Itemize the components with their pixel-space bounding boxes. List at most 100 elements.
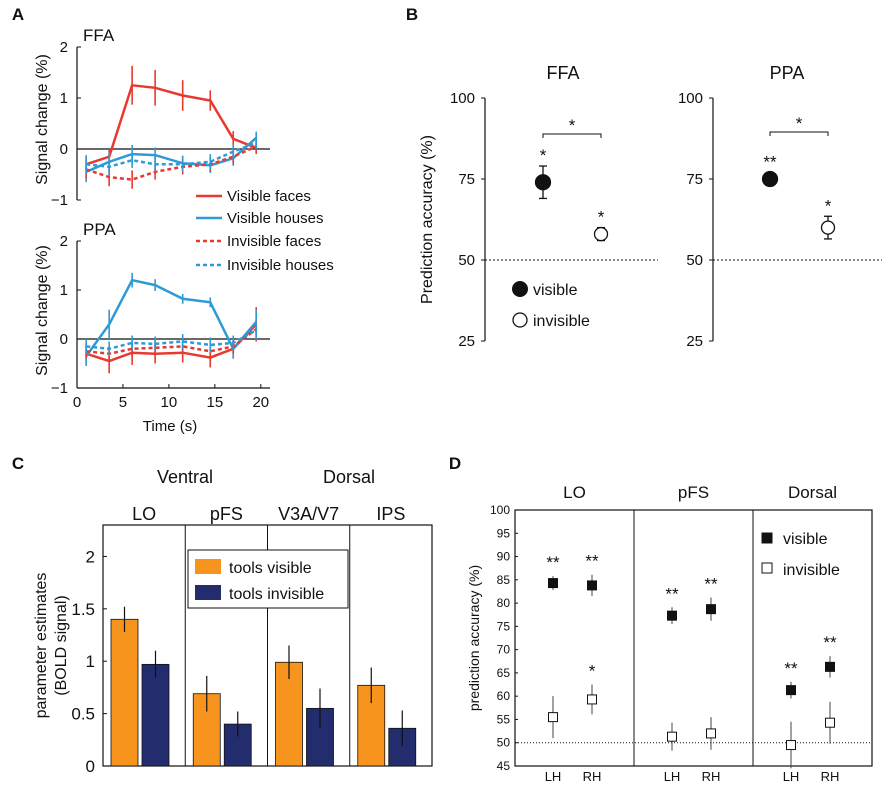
y-tick-label-b-ffa: 100 — [450, 90, 475, 107]
legend-marker-visible-b — [512, 281, 528, 297]
sig-label-b-ffa: * — [598, 208, 605, 227]
y-tick-label-d: 100 — [490, 503, 510, 517]
y-tick-label-d: 45 — [497, 759, 511, 773]
group-title-d-lo: LO — [563, 483, 586, 502]
y-tick-label-d: 90 — [497, 550, 511, 564]
subplot-title-b-ffa: FFA — [546, 63, 579, 83]
marker-visible-b-ppa — [761, 170, 779, 188]
series-line-a-ffa — [85, 83, 257, 166]
marker-invisible-d-dorsal — [825, 717, 835, 728]
y-tick-label-c: 0 — [86, 757, 95, 776]
legend-label-a: Visible faces — [227, 188, 311, 205]
y-tick-label-a-ppa: −1 — [51, 380, 68, 397]
x-tick-label-d-pfs: RH — [702, 769, 721, 784]
legend-label-d: visible — [783, 531, 828, 548]
marker-visible-d-lo — [548, 578, 558, 589]
y-axis-label-b: Prediction accuracy (%) — [419, 135, 436, 304]
legend-label-a: Visible houses — [227, 210, 323, 227]
panel-label-a: A — [12, 5, 24, 24]
y-axis-label-d: prediction accuracy (%) — [466, 565, 482, 711]
marker-visible-d-pfs — [706, 604, 716, 615]
subplot-title-a-ppa: PPA — [83, 220, 116, 239]
sig-label-d-lo: * — [589, 662, 596, 681]
legend-marker-visible-d — [761, 532, 773, 544]
x-tick-label-a: 10 — [161, 394, 178, 411]
legend-marker-invisible-b — [512, 312, 528, 328]
subplot-title-b-ppa: PPA — [770, 63, 805, 83]
y-tick-label-b-ffa: 50 — [458, 252, 475, 269]
y-tick-label-a-ffa: −1 — [51, 192, 68, 209]
sig-label-d-dorsal: ** — [784, 659, 798, 678]
bar-c — [110, 618, 139, 767]
comparison-sig-b-ffa: * — [569, 116, 576, 135]
y-tick-label-b-ffa: 75 — [458, 171, 475, 188]
sig-label-b-ffa: * — [540, 146, 547, 165]
comparison-bracket-b-ppa — [769, 131, 829, 136]
sig-label-d-pfs: ** — [704, 575, 718, 594]
y-tick-label-d: 65 — [497, 666, 511, 680]
marker-invisible-d-lo — [548, 712, 558, 723]
legend-label-a: Invisible houses — [227, 257, 334, 274]
sig-label-d-lo: ** — [546, 553, 560, 572]
marker-visible-d-dorsal — [786, 685, 796, 696]
y-tick-label-c: 0.5 — [71, 705, 95, 724]
y-tick-label-a-ffa: 2 — [60, 39, 68, 56]
marker-invisible-d-dorsal — [786, 740, 796, 751]
y-tick-label-d: 50 — [497, 736, 511, 750]
y-tick-label-a-ppa: 0 — [60, 331, 68, 348]
bar-c — [192, 693, 221, 767]
y-axis-label-a-ffa: Signal change (%) — [34, 54, 51, 185]
y-tick-label-a-ffa: 1 — [60, 90, 68, 107]
legend-label-a: Invisible faces — [227, 233, 321, 250]
marker-invisible-d-pfs — [667, 731, 677, 742]
y-tick-label-a-ppa: 2 — [60, 233, 68, 250]
legend-marker-invisible-d — [761, 562, 773, 574]
category-label-c: pFS — [210, 504, 243, 524]
marker-invisible-b-ppa — [820, 220, 836, 235]
y-tick-label-b-ppa: 100 — [678, 90, 703, 107]
legend-swatch-c — [195, 585, 221, 600]
sig-label-d-pfs: ** — [665, 584, 679, 603]
marker-invisible-d-lo — [587, 694, 597, 705]
panel-label-b: B — [406, 5, 418, 24]
x-tick-label-a: 0 — [73, 394, 81, 411]
group-title-d-pfs: pFS — [678, 483, 709, 502]
y-tick-label-c: 1 — [86, 652, 95, 671]
marker-visible-d-dorsal — [825, 661, 835, 672]
panel-label-c: C — [12, 454, 24, 473]
x-tick-label-d-dorsal: LH — [783, 769, 800, 784]
y-tick-label-a-ppa: 1 — [60, 282, 68, 299]
x-tick-label-a: 5 — [119, 394, 127, 411]
legend-label-b: visible — [533, 282, 578, 299]
bar-c — [275, 661, 303, 767]
sig-label-b-ppa: * — [825, 196, 832, 215]
marker-invisible-d-pfs — [706, 728, 716, 739]
plot-frame-d — [514, 509, 873, 767]
series-line-a-ppa — [85, 323, 258, 363]
x-tick-label-d-pfs: LH — [664, 769, 681, 784]
legend-label-c: tools invisible — [229, 586, 324, 603]
comparison-bracket-b-ffa — [542, 133, 602, 138]
x-axis-label-a: Time (s) — [143, 418, 197, 435]
sig-label-b-ppa: ** — [763, 153, 777, 172]
y-tick-label-d: 85 — [497, 573, 511, 587]
y-axis-label-c: parameter estimates — [33, 573, 50, 719]
y-axis-label-a-ppa: Signal change (%) — [34, 245, 51, 376]
category-label-c: V3A/V7 — [278, 504, 339, 524]
series-line-a-ppa — [85, 278, 258, 357]
y-tick-label-d: 70 — [497, 643, 511, 657]
legend-label-c: tools visible — [229, 560, 312, 577]
x-tick-label-a: 20 — [252, 394, 269, 411]
series-line-a-ffa — [85, 145, 257, 181]
y-axis-label-c: (BOLD signal) — [53, 595, 70, 695]
bar-c — [141, 663, 170, 767]
category-label-c: IPS — [376, 504, 405, 524]
y-tick-label-a-ffa: 0 — [60, 141, 68, 158]
y-tick-label-d: 55 — [497, 712, 511, 726]
sig-label-d-lo: ** — [585, 552, 599, 571]
y-tick-label-d: 80 — [497, 596, 511, 610]
legend-label-b: invisible — [533, 313, 590, 330]
series-line-a-ffa — [85, 136, 258, 174]
y-tick-label-c: 1.5 — [71, 600, 95, 619]
